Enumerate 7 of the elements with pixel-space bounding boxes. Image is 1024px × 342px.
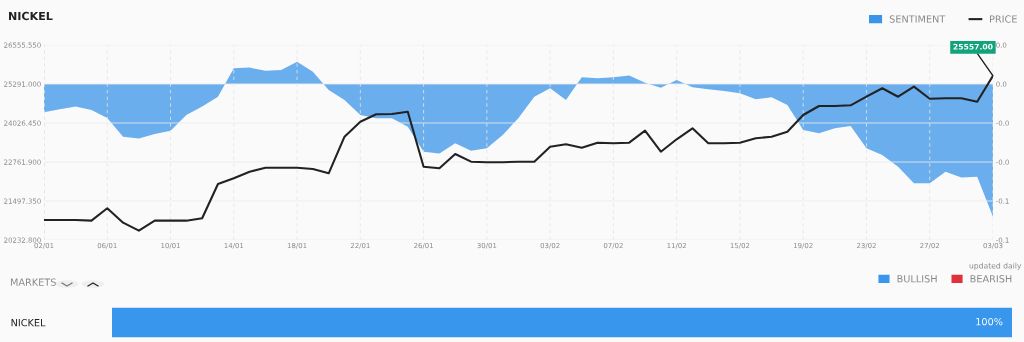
legend-label: PRICE (990, 15, 1017, 23)
y-tick-label: NICKEL (11, 318, 46, 327)
legend-label: BULLISH (897, 275, 937, 283)
text: MARKETS (10, 278, 56, 286)
legend-label: SENTIMENT (889, 15, 946, 23)
legend-label: BEARISH (970, 275, 1012, 283)
data-label: 100% (976, 317, 1003, 326)
